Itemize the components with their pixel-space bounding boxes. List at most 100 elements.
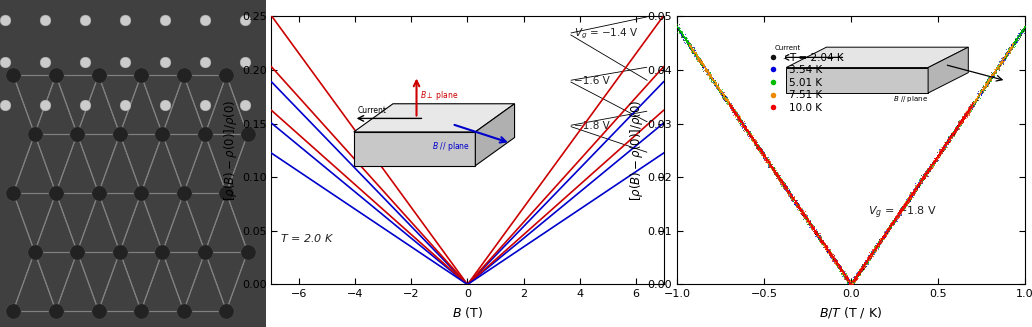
Point (776, 181, 793, 186)
Point (685, 49, 702, 55)
Point (882, 220, 899, 226)
Point (938, 140, 955, 145)
Point (914, 177, 931, 182)
Point (1012, 30, 1029, 35)
Point (878, 230, 895, 235)
Point (779, 192, 796, 198)
Point (734, 120, 750, 125)
Point (670, 25, 686, 30)
Point (911, 182, 928, 187)
Point (731, 118, 747, 123)
Point (742, 132, 759, 137)
Point (763, 164, 779, 169)
Point (986, 72, 1002, 77)
Point (690, 56, 707, 61)
Point (973, 90, 990, 95)
Point (932, 149, 948, 154)
Point (906, 186, 923, 191)
Point (699, 68, 715, 73)
Point (838, 276, 854, 282)
Point (239, 249, 256, 254)
Point (669, 29, 685, 34)
Point (891, 208, 907, 214)
Point (783, 192, 800, 197)
Point (848, 274, 865, 280)
Point (839, 277, 856, 282)
Point (934, 148, 950, 153)
Point (883, 221, 900, 227)
Point (862, 255, 878, 260)
Point (757, 158, 774, 163)
Point (720, 99, 737, 104)
Point (805, 224, 821, 229)
Point (894, 207, 910, 212)
Point (882, 222, 899, 228)
Point (911, 181, 928, 186)
Point (881, 225, 898, 230)
Point (698, 68, 714, 73)
Point (834, 268, 850, 274)
Point (840, 280, 857, 285)
Point (798, 217, 814, 222)
Point (899, 199, 915, 204)
Point (874, 235, 891, 241)
Point (916, 173, 933, 179)
Point (971, 92, 988, 97)
Point (989, 67, 1005, 72)
Point (770, 171, 786, 177)
Point (740, 128, 756, 133)
Point (718, 99, 735, 104)
Point (853, 266, 870, 271)
Point (832, 263, 848, 268)
Point (779, 190, 796, 195)
Point (719, 96, 736, 102)
Point (738, 129, 754, 134)
Point (807, 231, 824, 236)
Point (936, 144, 953, 149)
Point (952, 122, 968, 127)
Point (684, 49, 701, 54)
Point (741, 130, 757, 135)
Point (944, 130, 961, 135)
Point (775, 181, 792, 186)
Point (943, 133, 960, 138)
Point (932, 149, 948, 154)
Point (844, 279, 861, 284)
Point (761, 161, 777, 166)
Point (810, 233, 827, 239)
Point (851, 270, 868, 275)
Point (753, 149, 770, 155)
Point (784, 196, 801, 201)
Point (961, 105, 977, 110)
Point (756, 160, 773, 165)
Point (957, 110, 973, 115)
Point (709, 85, 725, 90)
Point (940, 138, 957, 143)
Point (675, 32, 691, 38)
Point (926, 158, 942, 163)
Point (714, 92, 731, 97)
Point (983, 76, 1000, 81)
Point (938, 137, 955, 143)
Point (802, 222, 818, 228)
Point (846, 276, 863, 282)
Point (1012, 29, 1029, 34)
Point (985, 73, 1001, 78)
Point (1011, 32, 1028, 38)
Point (931, 153, 947, 159)
Point (681, 42, 698, 47)
Point (818, 248, 835, 253)
Point (863, 254, 879, 259)
Point (865, 252, 881, 257)
Point (776, 181, 793, 187)
Point (753, 150, 770, 155)
Point (977, 81, 994, 87)
Point (840, 276, 857, 282)
Point (934, 146, 950, 151)
Point (698, 66, 714, 71)
Point (940, 136, 957, 141)
Point (852, 269, 869, 274)
Point (970, 92, 987, 97)
Point (903, 189, 920, 194)
Point (778, 185, 795, 190)
